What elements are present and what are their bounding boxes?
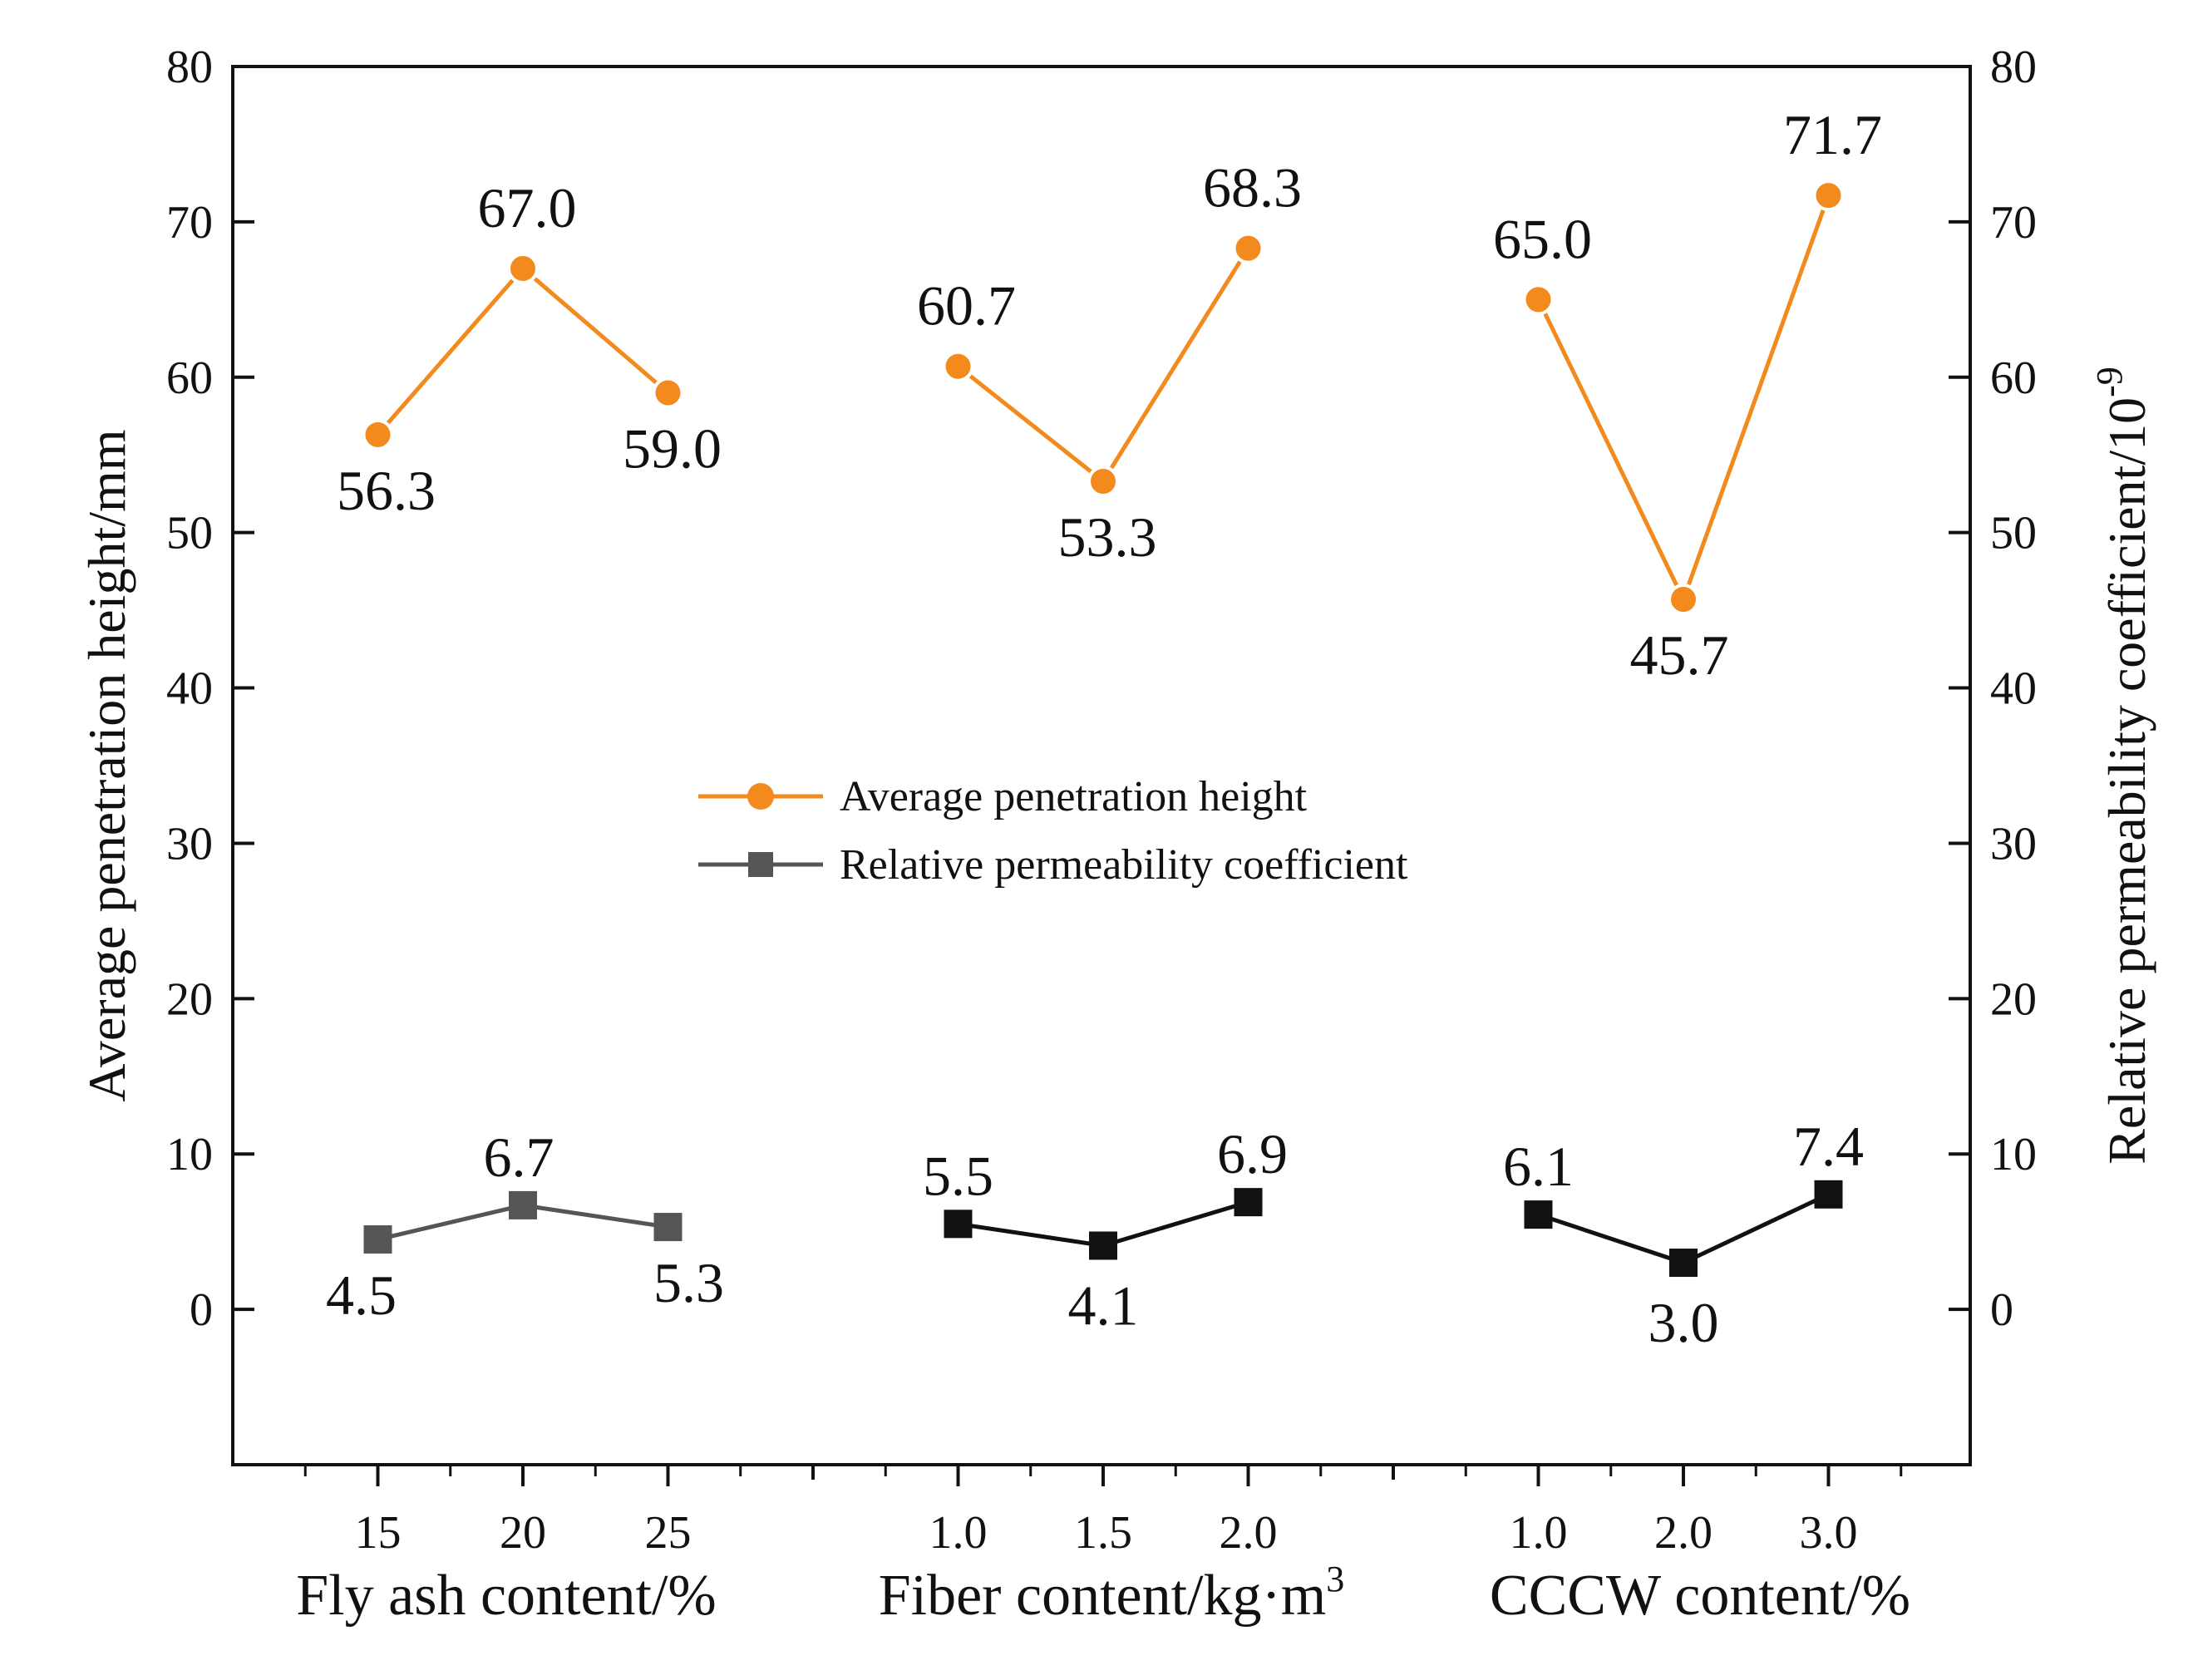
permeability-data-label: 6.1: [1503, 1135, 1574, 1198]
legend-label-permeability: Relative permeability coefficient: [840, 841, 1408, 889]
permeability-data-label: 3.0: [1648, 1291, 1719, 1354]
permeability-point: [944, 1210, 973, 1239]
permeability-point: [1089, 1231, 1117, 1260]
y-tick-label-left: 50: [166, 508, 213, 559]
permeability-data-label: 5.3: [653, 1251, 724, 1314]
x-tick-label: 2.0: [1654, 1507, 1713, 1559]
y-tick-label-left: 60: [166, 352, 213, 404]
y-tick-label-left: 20: [166, 973, 213, 1025]
x-tick-label: 25: [645, 1507, 692, 1559]
permeability-data-label: 4.1: [1068, 1274, 1139, 1337]
y-tick-label-right: 50: [1990, 508, 2037, 559]
permeability-point: [509, 1190, 537, 1219]
y-tick-label-right: 0: [1990, 1284, 2013, 1336]
penetration-data-label: 71.7: [1783, 103, 1882, 166]
penetration-point: [507, 252, 539, 284]
legend: Average penetration height Relative perm…: [698, 773, 1408, 889]
x-tick-label: 1.0: [929, 1507, 988, 1559]
y-tick-label-right: 10: [1990, 1129, 2037, 1180]
penetration-point: [1668, 584, 1699, 616]
penetration-point: [652, 377, 684, 409]
y-tick-label-left: 0: [190, 1284, 213, 1336]
x-tick-label: 3.0: [1800, 1507, 1858, 1559]
penetration-point: [362, 418, 394, 451]
permeability-data-label: 6.9: [1217, 1122, 1288, 1185]
permeability-data-label: 7.4: [1793, 1115, 1864, 1178]
permeability-point: [1234, 1188, 1263, 1217]
data-labels: 56.3 67.0 59.0 4.5 6.7 5.3 60.7 53.3 68.3 5.5 4.1 6…: [326, 103, 1882, 1354]
permeability-point: [1669, 1249, 1698, 1278]
y-tick-label-left: 40: [166, 663, 213, 715]
y-axis-right-title-text: Relative permeability coefficient/10: [2097, 397, 2156, 1165]
y-tick-label-right: 60: [1990, 352, 2037, 404]
legend-marker-penetration: [747, 783, 774, 810]
x-axis-title-fiber-text: Fiber content/kg·m: [879, 1564, 1327, 1628]
y-axis-right-title-exponent: -9: [2089, 367, 2130, 397]
penetration-data-label: 56.3: [337, 459, 436, 522]
y-tick-label-left: 10: [166, 1129, 213, 1180]
y-tick-label-right: 20: [1990, 973, 2037, 1025]
legend-label-penetration: Average penetration height: [840, 773, 1308, 820]
permeability-point: [1814, 1180, 1843, 1209]
x-axis-title-fiber-superscript: 3: [1326, 1559, 1344, 1599]
penetration-data-label: 65.0: [1493, 207, 1592, 270]
y-tick-label-left: 70: [166, 197, 213, 249]
legend-marker-permeability: [748, 852, 773, 877]
permeability-point: [653, 1213, 683, 1242]
x-tick-label: 2.0: [1220, 1507, 1278, 1559]
y-axis-right-title: Relative permeability coefficient/10-9: [2089, 367, 2156, 1165]
x-tick-label: 15: [355, 1507, 402, 1559]
penetration-data-label: 60.7: [917, 274, 1016, 337]
penetration-data-label: 45.7: [1630, 623, 1729, 687]
y-tick-label-right: 40: [1990, 663, 2037, 715]
y-tick-label-left: 80: [166, 42, 213, 93]
penetration-series-line: [376, 265, 670, 436]
y-tick-label-right: 30: [1990, 818, 2037, 870]
y-tick-label-right: 70: [1990, 197, 2037, 249]
x-tick-label: 1.0: [1510, 1507, 1568, 1559]
permeability-data-label: 5.5: [923, 1144, 993, 1207]
penetration-data-label: 59.0: [623, 416, 722, 480]
penetration-data-label: 67.0: [478, 176, 577, 239]
penetration-point: [1522, 283, 1555, 316]
x-axis-title-cccw: CCCW content/%: [1490, 1564, 1910, 1628]
penetration-point: [1232, 232, 1264, 264]
penetration-point: [942, 350, 974, 382]
penetration-point: [1812, 180, 1845, 212]
permeability-data-label: 4.5: [326, 1264, 397, 1327]
x-tick-label: 20: [500, 1507, 546, 1559]
penetration-point: [1087, 465, 1119, 497]
permeability-point: [363, 1225, 392, 1254]
x-tick-label: 1.5: [1074, 1507, 1132, 1559]
penetration-data-label: 68.3: [1203, 156, 1302, 219]
permeability-data-label: 6.7: [484, 1126, 554, 1189]
y-tick-label-right: 80: [1990, 42, 2037, 93]
x-axis-title-fiber: Fiber content/kg·m3: [879, 1559, 1345, 1628]
x-axis-title-fly-ash: Fly ash content/%: [296, 1564, 716, 1628]
series: [362, 180, 1845, 1278]
permeability-point: [1524, 1200, 1553, 1229]
y-axis-left-title: Average penetration height/mm: [77, 429, 136, 1101]
penetration-data-label: 53.3: [1058, 505, 1157, 569]
y-tick-label-left: 30: [166, 818, 213, 870]
axes: 0 0 10 10 20 20 30 30 40 40 50 50 60 60 70 70 80 80 15 20 25…: [166, 42, 2037, 1559]
